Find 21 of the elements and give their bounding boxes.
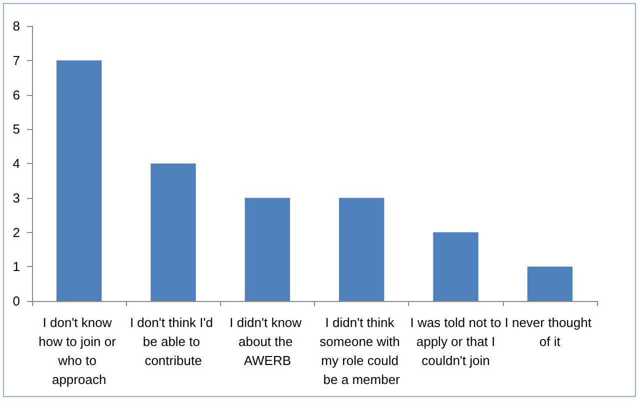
bar bbox=[527, 266, 573, 301]
bar bbox=[56, 60, 102, 301]
y-tick-label: 6 bbox=[12, 87, 20, 102]
x-tick-label: I didn't think someone with my role could be a member bbox=[320, 315, 404, 387]
bar bbox=[150, 164, 196, 301]
y-tick-label: 4 bbox=[12, 156, 20, 171]
y-tick-label: 8 bbox=[12, 18, 20, 34]
x-tick-label: I was told not to apply or that I couldn't join bbox=[410, 315, 502, 368]
bar bbox=[338, 198, 384, 301]
y-tick-label: 1 bbox=[12, 259, 20, 274]
y-tick-label: 5 bbox=[12, 122, 20, 137]
y-tick-label: 7 bbox=[12, 52, 20, 68]
y-tick-label: 0 bbox=[12, 294, 20, 308]
x-tick-label: I didn't know about the AWERB bbox=[230, 315, 306, 368]
x-tick-label: I don't know how to join or who to approach bbox=[38, 315, 120, 387]
bar bbox=[244, 198, 290, 301]
x-tick-label: I never thought of it bbox=[504, 315, 596, 349]
x-tick-label: I don't think I'd be able to contribute bbox=[130, 315, 217, 368]
y-tick-label: 3 bbox=[12, 190, 20, 206]
bar bbox=[433, 232, 478, 301]
y-tick-label: 2 bbox=[12, 224, 20, 240]
